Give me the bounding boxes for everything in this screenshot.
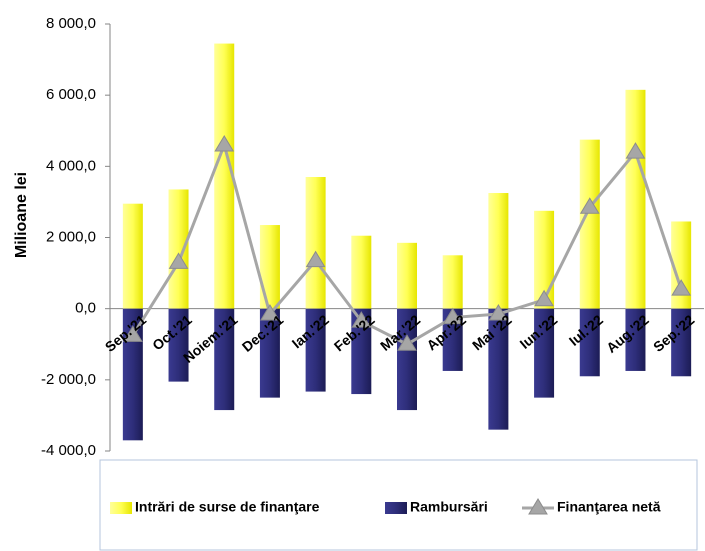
bar — [214, 308, 235, 411]
bar — [351, 235, 372, 309]
bar — [305, 177, 326, 309]
bar — [534, 308, 555, 398]
legend-marker — [528, 498, 548, 515]
line-marker — [260, 304, 280, 321]
y-tick-label: 6 000,0 — [46, 86, 96, 103]
bar — [397, 242, 417, 309]
line-marker — [214, 135, 235, 152]
line-marker — [625, 142, 646, 159]
bar — [214, 43, 235, 309]
line-marker — [122, 325, 143, 342]
bar — [168, 308, 189, 382]
bar — [442, 308, 463, 371]
line-marker — [671, 279, 692, 296]
bar — [259, 225, 280, 309]
bar — [397, 308, 417, 411]
y-tick-label: 0,0 — [75, 300, 96, 317]
y-tick-label: 8 000,0 — [46, 15, 96, 32]
line-marker — [351, 311, 372, 328]
bar — [305, 308, 326, 392]
bar — [625, 308, 646, 371]
line-marker — [534, 289, 554, 307]
y-tick-label: 2 000,0 — [46, 228, 96, 245]
legend-swatch — [385, 502, 407, 514]
bar — [168, 189, 189, 309]
y-tick-label: -2 000,0 — [41, 371, 96, 388]
bar — [351, 308, 372, 395]
line-marker — [488, 304, 509, 321]
line-marker — [305, 250, 326, 268]
bar — [488, 193, 509, 309]
bar — [579, 139, 600, 309]
legend-swatch — [110, 502, 132, 514]
bar — [671, 221, 692, 309]
bar — [625, 89, 646, 309]
legend-label: Finanţarea netă — [557, 499, 661, 515]
bar — [671, 308, 692, 377]
line-marker — [442, 307, 463, 325]
y-tick-label: -4 000,0 — [41, 442, 96, 459]
legend-label: Rambursări — [410, 499, 488, 515]
legend-label: Intrări de surse de finanţare — [135, 499, 320, 515]
line-marker — [579, 197, 600, 214]
bar — [122, 203, 143, 309]
bar — [488, 308, 509, 430]
bar — [442, 255, 463, 309]
line-marker — [397, 334, 417, 351]
bar — [259, 308, 280, 398]
bar — [579, 308, 600, 377]
y-axis-label: Milioane lei — [13, 172, 30, 258]
y-tick-label: 4 000,0 — [46, 157, 96, 174]
bar — [534, 210, 555, 309]
line-marker — [168, 252, 189, 269]
